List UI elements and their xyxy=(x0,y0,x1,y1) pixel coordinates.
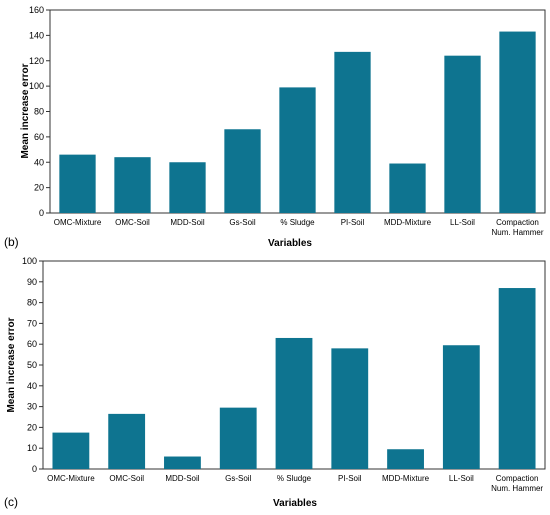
bar-c-5 xyxy=(331,348,369,469)
bars-c xyxy=(52,288,536,469)
y-tick-label-b-2: 40 xyxy=(34,157,44,167)
bar-c-1 xyxy=(108,413,146,469)
category-label-c-6: MDD-Mixture xyxy=(382,474,430,483)
y-tick-label-c-6: 60 xyxy=(27,339,37,349)
y-ticks-b: 0 20 40 60 80 100 120 140 160 xyxy=(29,5,50,218)
category-labels-b: OMC-Mixture OMC-Soil MDD-Soil Gs-Soil % Slud… xyxy=(54,218,544,237)
category-labels-c: OMC-Mixture OMC-Soil MDD-Soil Gs-Soil % Slud… xyxy=(47,474,543,493)
y-tick-label-c-10: 100 xyxy=(22,256,37,266)
bar-b-7 xyxy=(444,55,481,213)
panel-label-c: (c) xyxy=(4,495,18,509)
y-tick-label-b-6: 120 xyxy=(29,56,44,66)
y-tick-label-b-1: 20 xyxy=(34,183,44,193)
chart-panel-c: 0 10 20 30 40 50 60 70 80 90 100 OMC-Mixture OMC-So… xyxy=(4,256,546,509)
bar-b-1 xyxy=(114,157,151,213)
bar-c-8 xyxy=(498,288,536,469)
category-label-b-4: % Sludge xyxy=(280,218,315,227)
chart-panel-b: 0 20 40 60 80 100 120 140 160 OMC-Mixture OMC-Soi… xyxy=(4,5,546,249)
category-label-c-8: Compaction Num. Hammer xyxy=(491,474,543,493)
bar-b-0 xyxy=(59,154,96,213)
category-label-c-5: PI-Soil xyxy=(338,474,362,483)
category-label-b-7: LL-Soil xyxy=(450,218,475,227)
bar-c-7 xyxy=(442,345,480,469)
bar-b-6 xyxy=(389,163,426,213)
y-tick-label-b-5: 100 xyxy=(29,81,44,91)
y-tick-label-b-8: 160 xyxy=(29,5,44,15)
category-label-c-3: Gs-Soil xyxy=(225,474,251,483)
bar-c-0 xyxy=(52,432,90,469)
category-label-c-4: % Sludge xyxy=(277,474,312,483)
x-axis-title-c: Variables xyxy=(273,498,317,509)
bar-c-3 xyxy=(219,407,257,469)
category-label-b-0: OMC-Mixture xyxy=(54,218,102,227)
bar-b-3 xyxy=(224,129,261,213)
y-tick-label-c-4: 40 xyxy=(27,381,37,391)
category-label-b-1: OMC-Soil xyxy=(115,218,150,227)
y-ticks-c: 0 10 20 30 40 50 60 70 80 90 100 xyxy=(22,256,43,474)
category-label-c-1: OMC-Soil xyxy=(109,474,144,483)
panel-label-b: (b) xyxy=(4,235,19,249)
y-tick-label-c-0: 0 xyxy=(32,464,37,474)
bar-c-6 xyxy=(387,449,424,469)
category-label-c-0: OMC-Mixture xyxy=(47,474,95,483)
y-tick-label-c-5: 50 xyxy=(27,360,37,370)
category-label-b-6: MDD-Mixture xyxy=(384,218,432,227)
y-tick-label-c-9: 90 xyxy=(27,277,37,287)
bar-b-4 xyxy=(279,87,316,213)
y-tick-label-c-7: 70 xyxy=(27,318,37,328)
bar-c-4 xyxy=(275,337,313,469)
y-tick-label-b-0: 0 xyxy=(39,208,44,218)
category-label-b-2: MDD-Soil xyxy=(170,218,204,227)
y-tick-label-b-4: 80 xyxy=(34,107,44,117)
category-label-b-8: Compaction Num. Hammer xyxy=(491,218,543,237)
category-label-c-2: MDD-Soil xyxy=(165,474,199,483)
bar-b-5 xyxy=(334,51,371,214)
bar-b-8 xyxy=(499,31,536,213)
bar-b-2 xyxy=(169,162,206,213)
y-axis-title-b: Mean increase error xyxy=(20,63,31,158)
y-tick-label-b-7: 140 xyxy=(29,30,44,40)
y-tick-label-c-8: 80 xyxy=(27,298,37,308)
category-label-b-3: Gs-Soil xyxy=(229,218,255,227)
y-tick-label-b-3: 60 xyxy=(34,132,44,142)
y-tick-label-c-3: 30 xyxy=(27,402,37,412)
bars-b xyxy=(59,31,536,214)
category-label-c-7: LL-Soil xyxy=(449,474,474,483)
y-tick-label-c-2: 20 xyxy=(27,422,37,432)
bar-c-2 xyxy=(164,456,201,469)
category-label-b-5: PI-Soil xyxy=(341,218,365,227)
x-axis-title-b: Variables xyxy=(268,238,312,249)
y-axis-title-c: Mean increase error xyxy=(6,317,17,412)
y-tick-label-c-1: 10 xyxy=(27,443,37,453)
